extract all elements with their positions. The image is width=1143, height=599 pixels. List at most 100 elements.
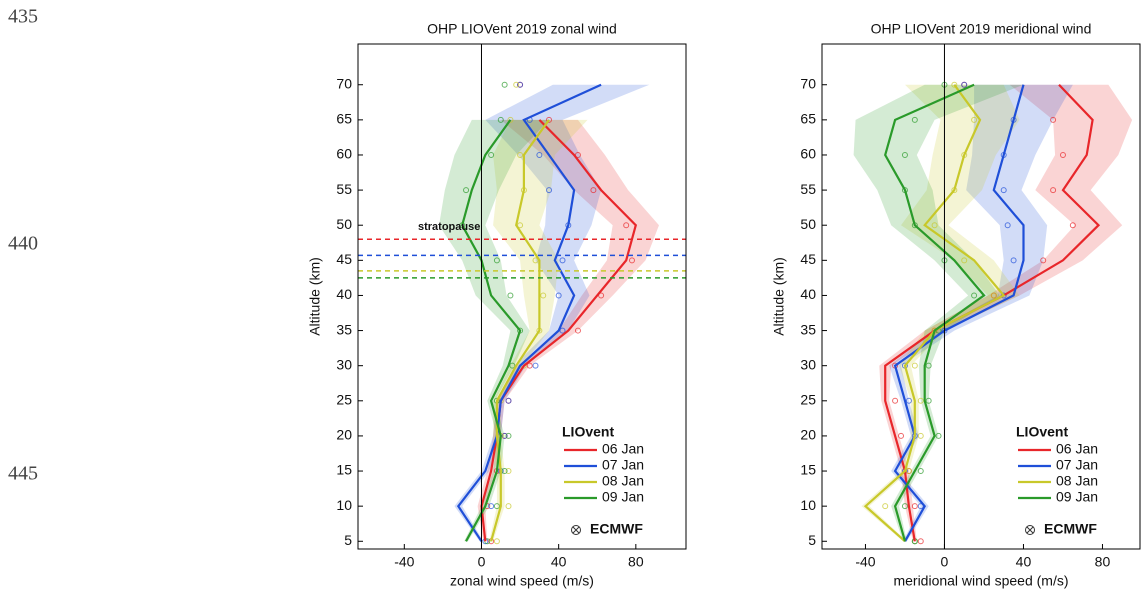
ecmwf-point: [917, 397, 924, 404]
ecmwf-point: [590, 187, 597, 194]
y-tick-label: 20: [800, 427, 816, 443]
plot-frame: [821, 43, 1141, 550]
legend-title: LIOvent: [562, 424, 614, 440]
ecmwf-point: [892, 397, 899, 404]
y-tick-label: 25: [800, 392, 816, 408]
x-tick-label: 80: [1095, 554, 1111, 570]
ecmwf-point: [951, 81, 958, 88]
ecmwf-point: [598, 292, 605, 299]
wind-profile: [461, 119, 522, 542]
x-axis-label: zonal wind speed (m/s): [450, 573, 594, 589]
ecmwf-point: [925, 397, 932, 404]
legend-ecmwf-cross: [1026, 526, 1034, 534]
ecmwf-point: [463, 187, 470, 194]
y-tick-label: 40: [336, 286, 352, 302]
ecmwf-point: [505, 468, 512, 475]
legend-label: 09 Jan: [602, 489, 644, 505]
ecmwf-point: [536, 151, 543, 158]
y-tick-label: 15: [800, 462, 816, 478]
ecmwf-point: [488, 151, 495, 158]
ecmwf-point: [917, 468, 924, 475]
ecmwf-point: [555, 292, 562, 299]
wind-profile: [893, 84, 1025, 542]
y-tick-label: 35: [800, 321, 816, 337]
ecmwf-point: [911, 362, 918, 369]
uncertainty-band: [853, 84, 1024, 542]
x-tick-label: 40: [1016, 554, 1032, 570]
legend-label: 07 Jan: [602, 457, 644, 473]
line-number: 435: [8, 6, 38, 28]
x-tick-label: 0: [478, 554, 486, 570]
ecmwf-point: [882, 503, 889, 510]
ecmwf-point: [507, 116, 514, 123]
ecmwf-point: [505, 432, 512, 439]
ecmwf-point: [497, 116, 504, 123]
ecmwf-point: [1050, 187, 1057, 194]
ecmwf-point: [623, 222, 630, 229]
chart-title: OHP LIOVent 2019 meridional wind: [871, 21, 1092, 37]
wind-profile: [456, 83, 602, 542]
y-tick-label: 35: [336, 321, 352, 337]
ecmwf-point: [532, 257, 539, 264]
ecmwf-point: [961, 257, 968, 264]
ecmwf-point: [1040, 257, 1047, 264]
ecmwf-point: [493, 503, 500, 510]
ecmwf-point: [990, 292, 997, 299]
ecmwf-point: [509, 362, 516, 369]
ecmwf-point: [628, 257, 635, 264]
ecmwf-point: [546, 187, 553, 194]
uncertainty-band: [454, 84, 650, 542]
y-tick-label: 10: [800, 497, 816, 513]
legend-ecmwf-label: ECMWF: [1044, 521, 1097, 537]
ecmwf-point: [1069, 222, 1076, 229]
x-tick-label: 40: [551, 554, 567, 570]
y-tick-label: 45: [800, 251, 816, 267]
legend-label: 08 Jan: [1056, 473, 1098, 489]
ecmwf-point: [917, 432, 924, 439]
ecmwf-point: [905, 468, 912, 475]
ecmwf-point: [540, 292, 547, 299]
y-tick-label: 30: [336, 356, 352, 372]
ecmwf-point: [517, 81, 524, 88]
line-number: 440: [8, 233, 38, 255]
ecmwf-point: [517, 151, 524, 158]
legend-ecmwf-label: ECMWF: [590, 521, 643, 537]
chart-title: OHP LIOVent 2019 zonal wind: [427, 21, 617, 37]
y-tick-label: 50: [336, 216, 352, 232]
ecmwf-point: [517, 222, 524, 229]
y-axis-label: Altitude (km): [771, 257, 787, 336]
legend-title: LIOvent: [1016, 424, 1068, 440]
y-tick-label: 50: [800, 216, 816, 232]
y-tick-label: 45: [336, 251, 352, 267]
y-tick-label: 55: [800, 181, 816, 197]
ecmwf-point: [501, 81, 508, 88]
wind-profile: [863, 84, 1006, 543]
y-tick-label: 40: [800, 286, 816, 302]
uncertainty-band: [879, 84, 1133, 542]
ecmwf-point: [507, 292, 514, 299]
ecmwf-point: [917, 538, 924, 545]
wind-profile: [884, 83, 986, 542]
uncertainty-band: [439, 119, 550, 542]
ecmwf-point: [513, 81, 520, 88]
y-tick-label: 20: [336, 427, 352, 443]
plot-frame: [357, 43, 687, 550]
plot-area: [439, 81, 659, 545]
ecmwf-point: [546, 116, 553, 123]
ecmwf-point: [971, 292, 978, 299]
x-tick-label: 80: [628, 554, 644, 570]
ecmwf-point: [532, 362, 539, 369]
ecmwf-point: [1010, 257, 1017, 264]
y-tick-label: 15: [336, 462, 352, 478]
ecmwf-point: [901, 151, 908, 158]
ecmwf-point: [961, 81, 968, 88]
x-tick-label: -40: [394, 554, 414, 570]
y-axis-label: Altitude (km): [307, 257, 323, 336]
annotation: stratopause: [418, 221, 480, 233]
legend-ecmwf-symbol: [1025, 525, 1035, 535]
ecmwf-point: [925, 362, 932, 369]
y-tick-label: 60: [336, 146, 352, 162]
ecmwf-point: [901, 503, 908, 510]
wind-profile: [480, 119, 638, 542]
